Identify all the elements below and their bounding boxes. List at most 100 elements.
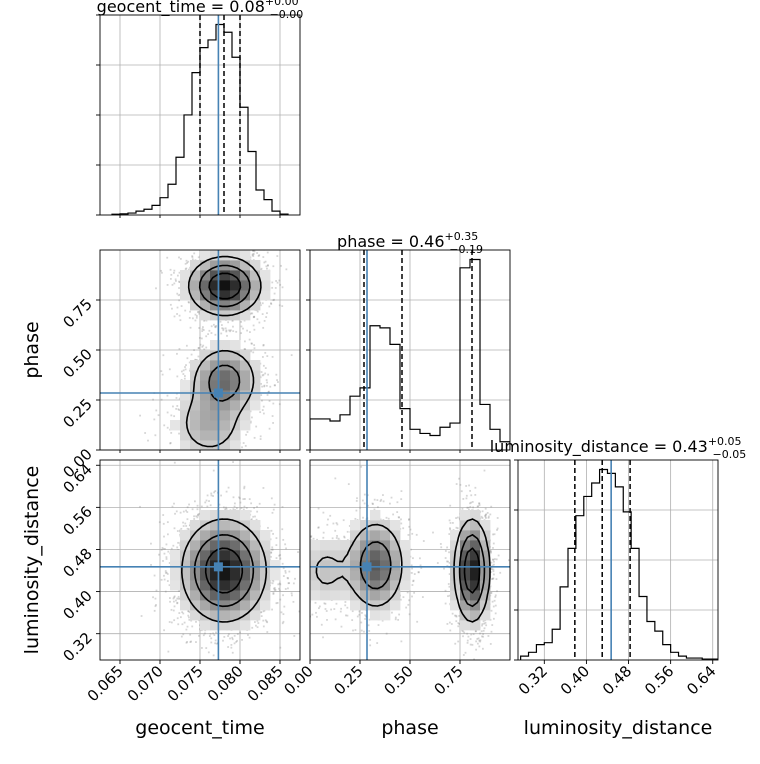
sample-point (170, 274, 172, 276)
sample-point (214, 334, 216, 336)
sample-point (279, 558, 281, 560)
sample-point (203, 240, 205, 242)
sample-point (262, 302, 264, 304)
sample-point (152, 596, 154, 598)
sample-point (284, 543, 286, 545)
sample-point (283, 606, 285, 608)
sample-point (234, 506, 236, 508)
sample-point (213, 324, 215, 326)
sample-point (185, 629, 187, 631)
sample-point (275, 589, 277, 591)
sample-point (259, 411, 261, 413)
sample-point (271, 530, 273, 532)
sample-point (279, 284, 281, 286)
sample-point (216, 454, 218, 456)
sample-point (180, 616, 182, 618)
sample-point (225, 507, 227, 509)
sample-point (262, 356, 264, 358)
sample-point (272, 580, 274, 582)
sample-point (273, 593, 275, 595)
sample-point (176, 602, 178, 604)
sample-point (254, 621, 256, 623)
sample-point (257, 622, 259, 624)
sample-point (244, 340, 246, 342)
sample-point (225, 330, 227, 332)
sample-point (189, 467, 191, 469)
sample-point (169, 368, 171, 370)
sample-point (207, 333, 209, 335)
sample-point (274, 504, 276, 506)
sample-point (173, 503, 175, 505)
sample-point (184, 622, 186, 624)
sample-point (266, 312, 268, 314)
sample-point (170, 414, 172, 416)
sample-point (205, 335, 207, 337)
sample-point (201, 338, 203, 340)
sample-point (249, 228, 251, 230)
sample-point (237, 633, 239, 635)
sample-point (279, 304, 281, 306)
sample-point (154, 434, 156, 436)
sample-point (232, 461, 234, 463)
sample-point (251, 627, 253, 629)
sample-point (192, 317, 194, 319)
sample-point (245, 445, 247, 447)
sample-point (222, 329, 224, 331)
title-minus: −0.05 (713, 448, 747, 461)
sample-point (167, 551, 169, 553)
sample-point (267, 265, 269, 267)
sample-point (240, 321, 242, 323)
density-cell (230, 400, 240, 410)
density-cell (200, 420, 210, 430)
sample-point (272, 582, 274, 584)
sample-point (215, 640, 217, 642)
sample-point (155, 287, 157, 289)
sample-point (229, 638, 231, 640)
sample-point (182, 373, 184, 375)
sample-point (288, 571, 290, 573)
sample-point (201, 457, 203, 459)
sample-point (144, 432, 146, 434)
sample-point (205, 347, 207, 349)
sample-point (269, 386, 271, 388)
sample-point (279, 647, 281, 649)
sample-point (178, 287, 180, 289)
sample-point (220, 495, 222, 497)
sample-point (253, 253, 255, 255)
sample-point (184, 375, 186, 377)
density-cell (190, 410, 200, 420)
sample-point (277, 583, 279, 585)
sample-point (246, 330, 248, 332)
sample-point (253, 316, 255, 318)
sample-point (189, 641, 191, 643)
sample-point (167, 580, 169, 582)
sample-point (262, 256, 264, 258)
sample-point (256, 511, 258, 513)
sample-point (187, 528, 189, 530)
sample-point (263, 626, 265, 628)
sample-point (252, 351, 254, 353)
sample-point (256, 252, 258, 254)
sample-point (293, 582, 295, 584)
sample-point (181, 305, 183, 307)
sample-point (241, 507, 243, 509)
sample-point (196, 315, 198, 317)
sample-point (187, 626, 189, 628)
sample-point (188, 453, 190, 455)
sample-point (257, 318, 259, 320)
sample-point (208, 455, 210, 457)
sample-point (241, 326, 243, 328)
sample-point (167, 573, 169, 575)
sample-point (275, 280, 277, 282)
density-cell (250, 400, 260, 410)
sample-point (212, 495, 214, 497)
sample-point (188, 617, 190, 619)
sample-point (275, 374, 277, 376)
sample-point (261, 371, 263, 373)
sample-point (262, 345, 264, 347)
sample-point (199, 337, 201, 339)
sample-point (201, 346, 203, 348)
sample-point (167, 284, 169, 286)
title-minus: −0.19 (449, 243, 483, 256)
sample-point (205, 647, 207, 649)
